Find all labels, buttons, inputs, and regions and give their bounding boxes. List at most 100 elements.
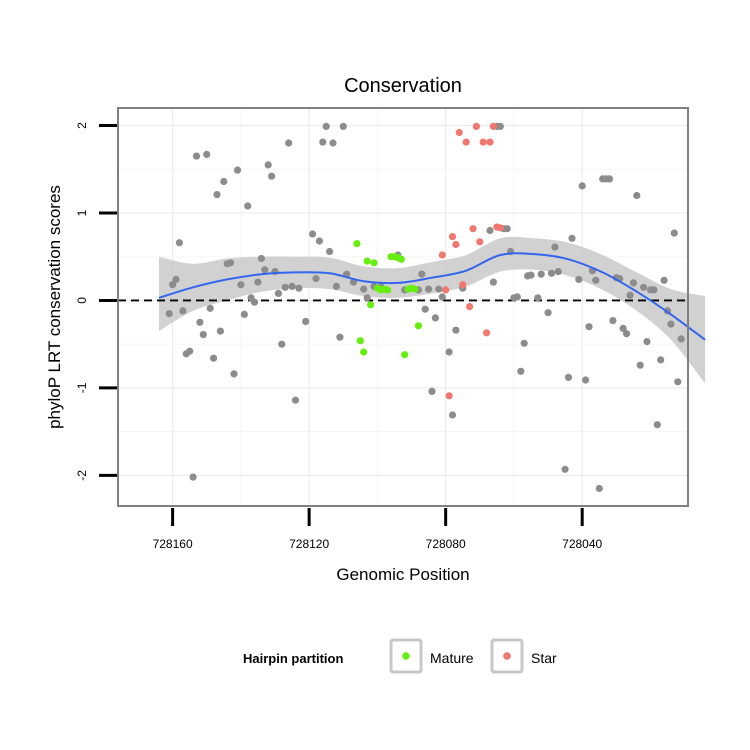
point-other (425, 285, 433, 293)
point-other (244, 202, 252, 210)
point-other (206, 304, 214, 312)
point-star (445, 392, 453, 400)
point-other (312, 275, 320, 283)
point-other (667, 320, 675, 328)
confidence-band-layer (159, 236, 706, 384)
point-star (452, 240, 460, 249)
smooth-line-layer (158, 252, 706, 341)
chart-title: Conservation (344, 75, 462, 97)
point-other (309, 230, 317, 238)
point-other (250, 298, 259, 306)
point-mature (397, 255, 405, 263)
point-other (257, 254, 265, 263)
x-tick-label: 728040 (562, 537, 602, 551)
point-other (486, 226, 494, 235)
point-other (585, 323, 593, 331)
point-other (633, 191, 641, 200)
point-other (227, 259, 235, 267)
smooth-line (158, 252, 706, 341)
point-star (466, 303, 474, 311)
y-axis-label: phyloP LRT conservation scores (45, 185, 64, 429)
point-star (479, 138, 487, 146)
point-other (216, 327, 224, 335)
point-other (421, 305, 429, 313)
y-tick-label: 1 (75, 209, 89, 216)
point-mature (363, 257, 371, 265)
point-mature (411, 285, 419, 293)
point-other (291, 396, 300, 404)
point-other (595, 484, 603, 493)
plot-border (117, 107, 689, 507)
point-other (653, 421, 661, 429)
point-other (619, 324, 627, 332)
point-other (527, 271, 535, 279)
point-other (643, 338, 651, 346)
point-mature (414, 322, 422, 330)
point-other (503, 225, 511, 233)
point-star (442, 286, 450, 294)
point-other (278, 340, 286, 348)
plot-panel (118, 108, 688, 506)
point-other (496, 122, 504, 130)
point-star (459, 281, 467, 289)
point-other (575, 275, 583, 283)
legend-dot-star (503, 652, 511, 660)
series-mature (353, 240, 422, 359)
point-other (315, 237, 323, 245)
point-other (435, 285, 443, 293)
y-tick-label: -1 (75, 382, 89, 393)
point-other (326, 247, 334, 256)
point-other (261, 266, 269, 274)
point-star (462, 138, 470, 146)
point-other (448, 411, 457, 419)
point-other (629, 279, 638, 287)
point-other (564, 373, 573, 381)
legend-title: Hairpin partition (243, 651, 343, 666)
point-other (360, 285, 368, 293)
point-other (339, 122, 347, 130)
point-star (455, 128, 463, 137)
point-other (175, 239, 183, 247)
point-other (179, 307, 187, 315)
point-other (418, 270, 426, 278)
point-star (489, 122, 497, 130)
point-other (592, 276, 600, 284)
point-mature (360, 348, 368, 356)
point-other (203, 150, 211, 158)
point-other (534, 294, 542, 302)
point-other (582, 376, 590, 384)
point-star (448, 233, 457, 241)
point-other (520, 339, 528, 347)
point-other (240, 310, 248, 318)
point-other (192, 152, 201, 160)
points-layer (165, 122, 685, 493)
x-axis: 728160 728120 728080 728040 (153, 508, 603, 551)
point-other (196, 318, 204, 326)
legend-dot-mature (402, 652, 410, 660)
y-tick-label: 2 (75, 122, 89, 129)
point-other (445, 348, 453, 356)
point-other (544, 309, 552, 317)
point-mature (370, 259, 378, 267)
point-other (332, 282, 340, 290)
point-other (636, 361, 644, 369)
point-other (568, 234, 576, 242)
point-other (268, 172, 276, 180)
y-axis: -2 -1 0 1 2 (75, 122, 117, 481)
x-axis-label: Genomic Position (336, 565, 469, 584)
point-other (609, 317, 617, 325)
point-other (513, 293, 521, 301)
point-mature (367, 301, 375, 309)
point-other (189, 473, 197, 481)
point-other (650, 286, 658, 294)
point-mature (401, 351, 409, 359)
point-other (319, 138, 327, 146)
point-star (496, 224, 504, 232)
point-other (363, 294, 371, 302)
x-tick-label: 728160 (153, 537, 193, 551)
series-star (438, 122, 504, 400)
y-tick-label: -2 (75, 470, 89, 481)
point-other (288, 282, 296, 290)
point-other (640, 283, 648, 291)
